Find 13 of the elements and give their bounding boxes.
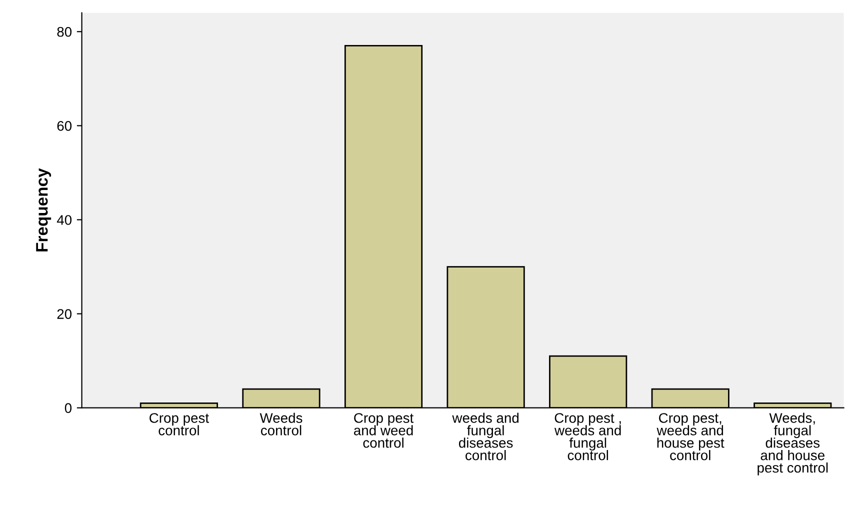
y-tick-label: 40	[56, 215, 72, 225]
x-tick-label: Weeds, fungal diseases and house pest control	[758, 412, 828, 476]
y-axis-title: Frequency	[36, 168, 52, 252]
y-tick-label: 0	[64, 403, 72, 414]
x-tick-label: Weeds control	[260, 412, 302, 436]
x-tick-label: Crop pest, weeds and house pest control	[656, 413, 724, 460]
x-tick-label: Crop pest and weed control	[354, 413, 414, 448]
y-tick-label: 20	[57, 309, 72, 319]
x-tick-label: Crop pest , weeds and fungal control	[554, 413, 621, 460]
y-tick-label: 60	[57, 121, 72, 131]
x-tick-label: weeds and fungal diseases control	[452, 412, 518, 460]
y-tick-label: 80	[57, 26, 72, 37]
x-tick-label: Crop pest control	[150, 413, 209, 436]
